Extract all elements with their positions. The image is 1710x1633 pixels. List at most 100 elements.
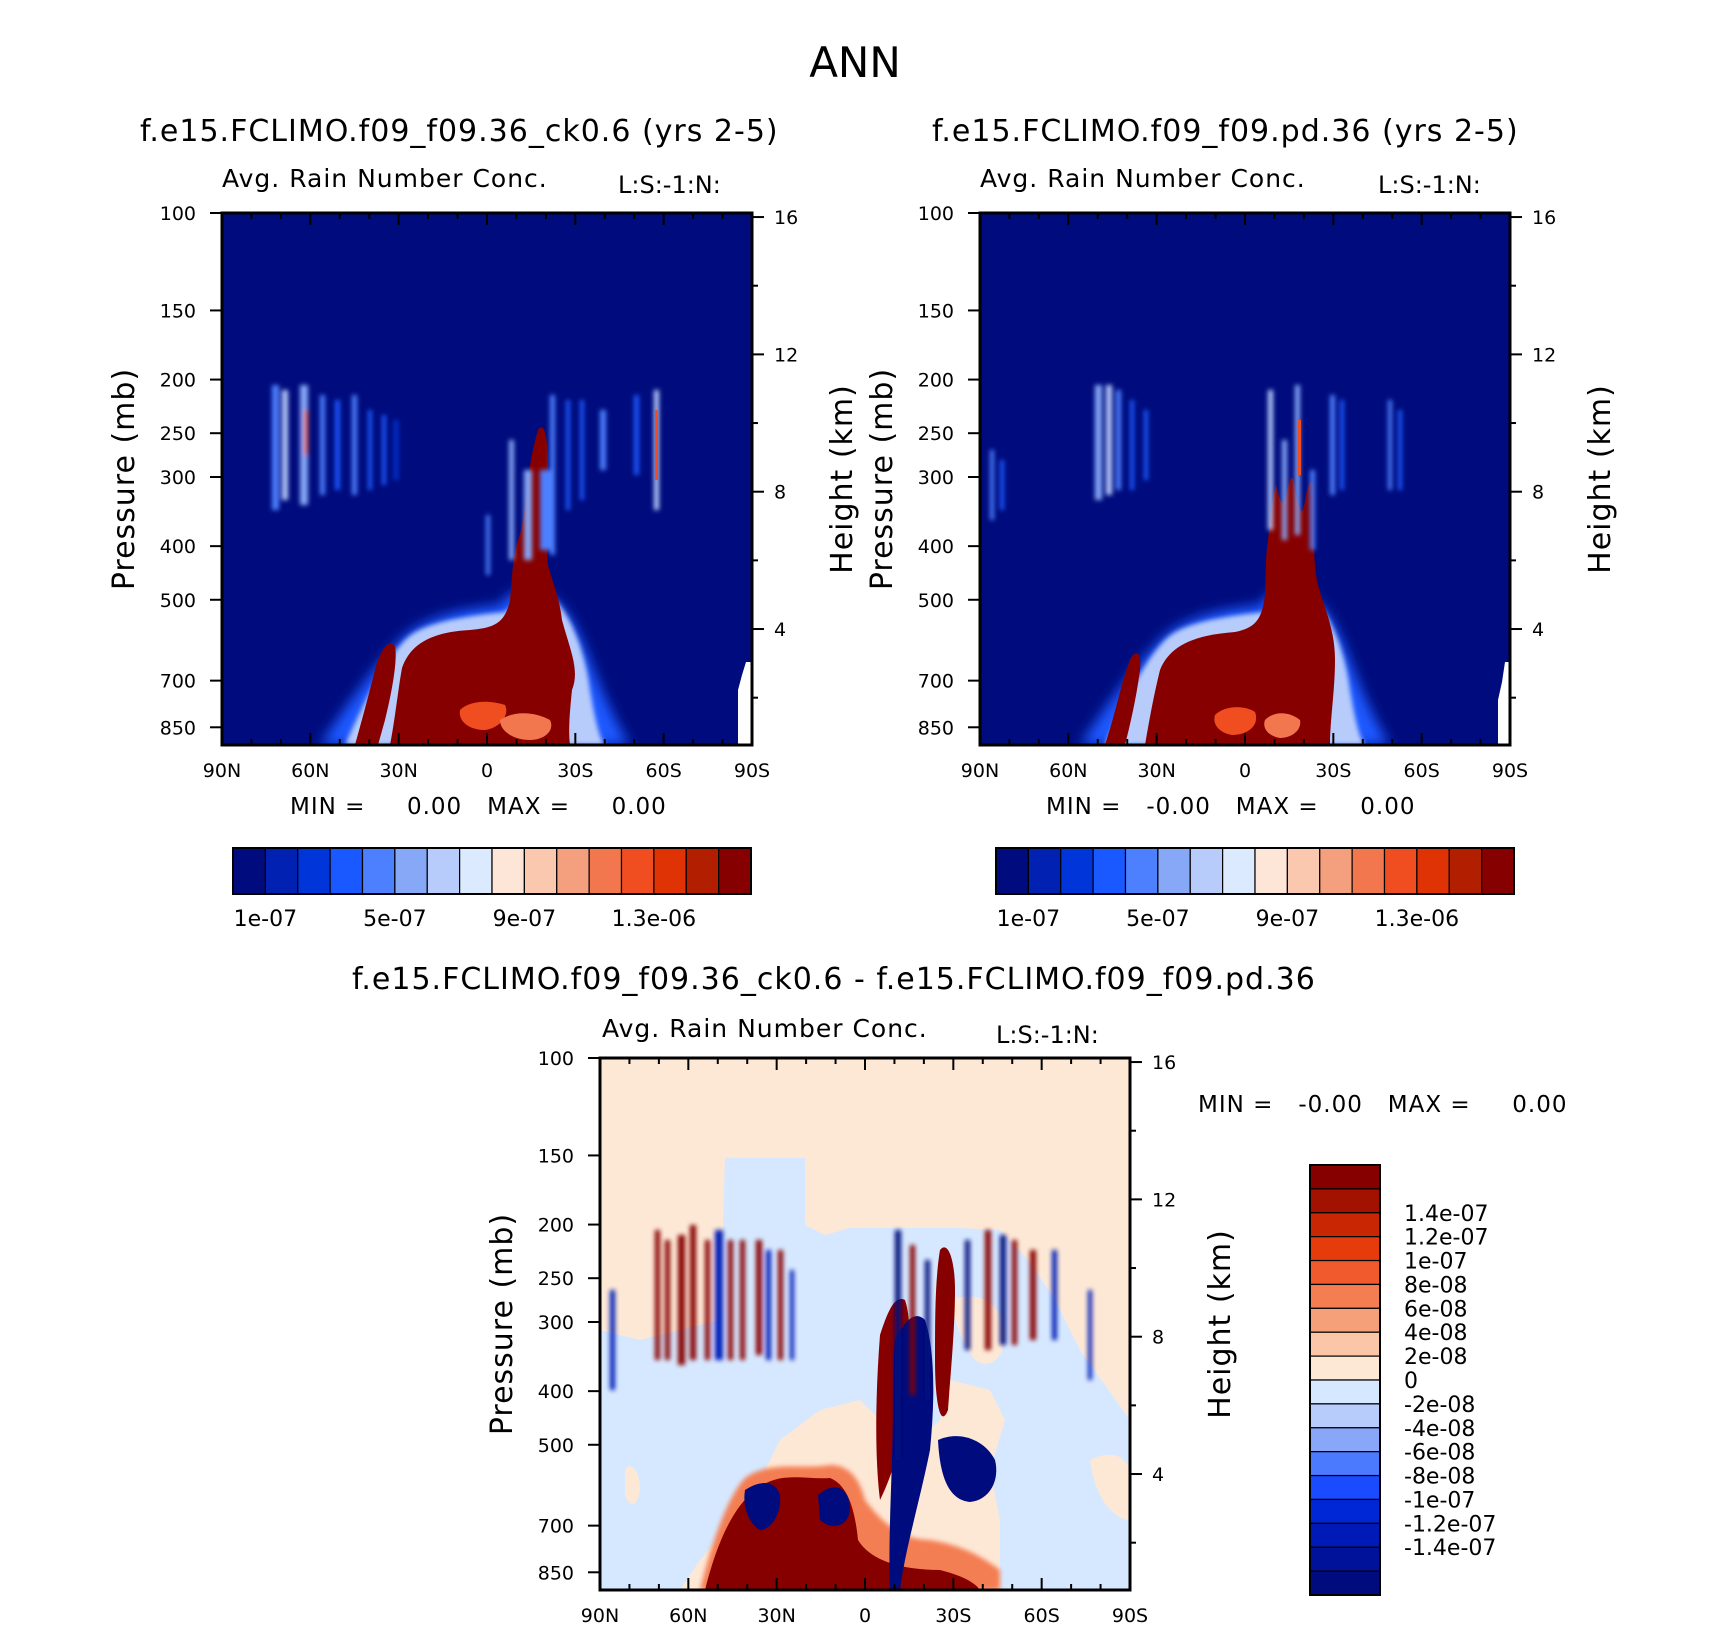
left-colorbar-swatch xyxy=(361,847,396,895)
diff-colorbar-swatch xyxy=(1309,1259,1381,1286)
left-panel-title: f.e15.FCLIMO.f09_f09.36_ck0.6 (yrs 2-5) xyxy=(140,114,779,149)
right-xtick-label: 60S xyxy=(1404,760,1440,782)
right-xtick-label: 90S xyxy=(1492,760,1528,782)
left-colorbar-swatch xyxy=(653,847,687,895)
diff-xtick-label: 30S xyxy=(935,1605,971,1627)
diff-xtick-label: 90N xyxy=(581,1605,619,1627)
left-xtick-label: 30N xyxy=(379,760,417,782)
left-y2tick-label: 8 xyxy=(774,482,786,504)
diff-colorbar-label: -2e-08 xyxy=(1404,1393,1475,1418)
right-y2tick-label: 4 xyxy=(1532,619,1544,641)
diff-ytick-label: 300 xyxy=(538,1312,574,1334)
right-colorbar-swatch xyxy=(995,847,1029,895)
diff-colorbar-swatch xyxy=(1309,1546,1381,1572)
diff-colorbar-swatch xyxy=(1309,1236,1381,1262)
right-colorbar-swatch xyxy=(1351,847,1386,895)
right-colorbar-label: 5e-07 xyxy=(1126,907,1189,932)
left-xtick-label: 0 xyxy=(481,760,493,782)
right-colorbar-swatch xyxy=(1448,847,1483,895)
diff-colorbar-label: 1e-07 xyxy=(1404,1250,1467,1275)
diff-colorbar: 1.4e-071.2e-071e-078e-086e-084e-082e-080… xyxy=(1309,1164,1496,1596)
diff-colorbar-swatch xyxy=(1309,1164,1381,1190)
diff-axes: 90N 60N 30N 0 30S 60S 90S 100 150 200 250 300 400 500… xyxy=(485,1048,1238,1627)
diff-colorbar-label: 8e-08 xyxy=(1404,1273,1467,1298)
diff-panel-tag: L:S:-1:N: xyxy=(996,1021,1099,1049)
diff-colorbar-swatch xyxy=(1309,1212,1381,1238)
diff-ytick-label: 250 xyxy=(538,1268,574,1290)
left-colorbar-label: 1e-07 xyxy=(234,907,297,932)
right-ytick-label: 850 xyxy=(918,717,954,739)
diff-field xyxy=(600,1058,1130,1590)
left-colorbar-swatch xyxy=(523,847,558,895)
right-colorbar-swatch xyxy=(1222,847,1256,895)
diff-colorbar-swatch xyxy=(1309,1474,1381,1501)
right-field xyxy=(980,213,1510,745)
diff-colorbar-swatch xyxy=(1309,1331,1381,1357)
diff-y2tick-label: 4 xyxy=(1152,1464,1164,1486)
left-panel-stats: MIN = 0.00 MAX = 0.00 xyxy=(290,794,667,820)
left-colorbar-swatch xyxy=(556,847,590,895)
left-y2tick-label: 12 xyxy=(774,344,798,366)
left-colorbar-label: 9e-07 xyxy=(493,907,556,932)
diff-colorbar-label: 4e-08 xyxy=(1404,1321,1467,1346)
left-xtick-label: 30S xyxy=(557,760,593,782)
left-ytick-label: 400 xyxy=(160,536,196,558)
diff-colorbar-swatch xyxy=(1309,1307,1381,1333)
diff-colorbar-swatch xyxy=(1309,1355,1381,1381)
diff-y2tick-label: 16 xyxy=(1152,1052,1176,1074)
left-ytick-label: 250 xyxy=(160,423,196,445)
right-xtick-label: 90N xyxy=(961,760,999,782)
diff-ytick-label: 850 xyxy=(538,1562,574,1584)
diff-xtick-label: 60N xyxy=(669,1605,707,1627)
diff-colorbar-label: -4e-08 xyxy=(1404,1417,1475,1442)
right-colorbar-swatch xyxy=(1092,847,1127,895)
left-ytick-label: 150 xyxy=(160,300,196,322)
diff-colorbar-swatch xyxy=(1309,1379,1381,1405)
left-colorbar-swatch xyxy=(491,847,525,895)
right-axes: 90N 60N 30N 0 30S 60S 90S 100 150 200 250 300 400 500… xyxy=(865,203,1618,782)
left-colorbar-swatch xyxy=(718,847,752,895)
left-colorbar-swatch xyxy=(264,847,299,895)
diff-colorbar-label: -6e-08 xyxy=(1404,1441,1475,1466)
right-ylabel: Pressure (mb) xyxy=(865,368,900,590)
right-colorbar-swatch xyxy=(1060,847,1094,895)
right-ytick-label: 500 xyxy=(918,590,954,612)
right-colorbar-swatch xyxy=(1157,847,1191,895)
right-y2label: Height (km) xyxy=(1583,384,1618,574)
right-ytick-label: 150 xyxy=(918,300,954,322)
diff-colorbar-swatch xyxy=(1309,1522,1381,1548)
left-colorbar-swatch xyxy=(329,847,364,895)
left-colorbar-swatch xyxy=(232,847,266,895)
right-y2tick-label: 16 xyxy=(1532,207,1556,229)
right-xtick-label: 30S xyxy=(1315,760,1351,782)
right-ytick-label: 100 xyxy=(918,203,954,225)
right-colorbar: 1e-07 5e-07 9e-07 1.3e-06 xyxy=(995,847,1515,932)
right-colorbar-label: 1.3e-06 xyxy=(1375,907,1459,932)
diff-colorbar-label: 1.2e-07 xyxy=(1404,1226,1488,1251)
right-colorbar-swatch xyxy=(1319,847,1353,895)
diff-colorbar-label: -1.2e-07 xyxy=(1404,1512,1496,1537)
right-ytick-label: 700 xyxy=(918,671,954,693)
left-colorbar-label: 5e-07 xyxy=(363,907,426,932)
right-colorbar-label: 1e-07 xyxy=(997,907,1060,932)
left-colorbar-swatch xyxy=(620,847,655,895)
left-y2tick-label: 16 xyxy=(774,207,798,229)
diff-ytick-label: 200 xyxy=(538,1215,574,1237)
diff-colorbar-swatch xyxy=(1309,1188,1381,1214)
left-y2tick-label: 4 xyxy=(774,619,786,641)
right-colorbar-swatch xyxy=(1416,847,1450,895)
right-colorbar-swatch xyxy=(1027,847,1062,895)
right-ytick-label: 250 xyxy=(918,423,954,445)
diff-panel-title: f.e15.FCLIMO.f09_f09.36_ck0.6 - f.e15.FC… xyxy=(352,962,1316,997)
left-colorbar: 1e-07 5e-07 9e-07 1.3e-06 xyxy=(232,847,752,932)
left-axes: 90N 60N 30N 0 30S 60S 90S 100 150 200 250 300 400 500… xyxy=(107,203,860,782)
diff-colorbar-label: -8e-08 xyxy=(1404,1465,1475,1490)
diff-ytick-label: 400 xyxy=(538,1381,574,1403)
right-colorbar-swatch xyxy=(1481,847,1515,895)
diff-colorbar-swatch xyxy=(1309,1498,1381,1524)
left-colorbar-swatch xyxy=(459,847,493,895)
right-colorbar-swatch xyxy=(1383,847,1418,895)
right-panel-stats: MIN = -0.00 MAX = 0.00 xyxy=(1046,794,1416,820)
diff-colorbar-label: -1.4e-07 xyxy=(1404,1536,1496,1561)
left-colorbar-swatch xyxy=(588,847,623,895)
